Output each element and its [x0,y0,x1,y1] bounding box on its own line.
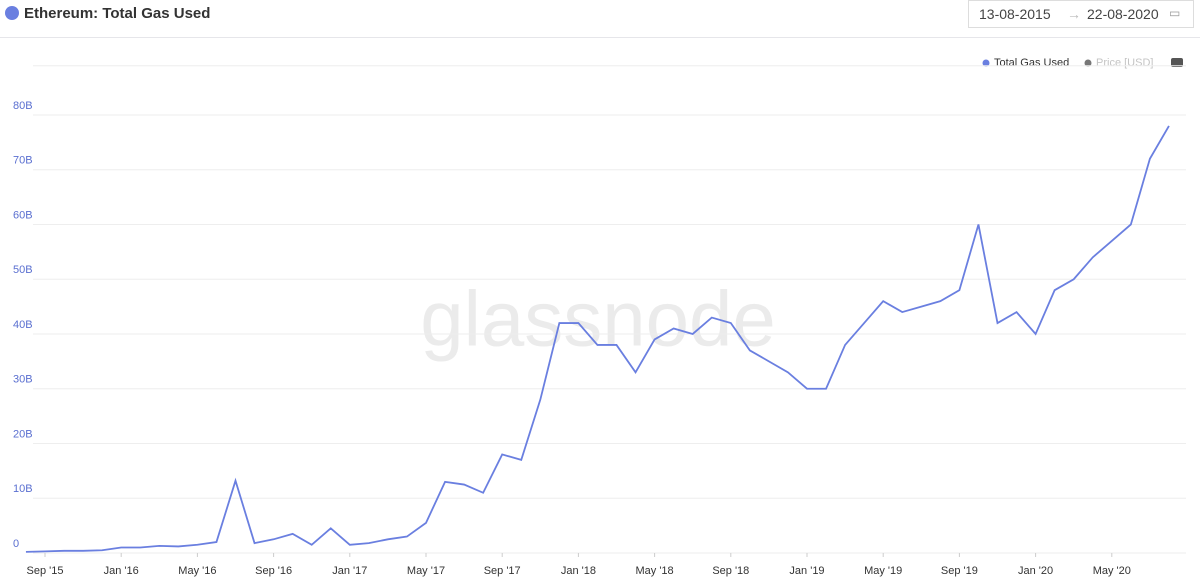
legend-label[interactable]: Total Gas Used [994,57,1069,69]
x-tick-label: Sep '17 [484,565,521,577]
eth-icon [5,6,19,20]
y-tick-label: 40B [13,319,33,331]
watermark: glassnode [420,275,776,363]
y-tick-label: 20B [13,428,33,440]
x-tick-label: Sep '16 [255,565,292,577]
x-tick-label: Jan '19 [789,565,824,577]
x-tick-label: Sep '15 [27,565,64,577]
date-from[interactable]: 13-08-2015 [979,6,1051,22]
y-tick-label: 10B [13,483,33,495]
legend-dot [982,59,990,67]
x-tick-label: Jan '20 [1018,565,1053,577]
y-tick-label: 60B [13,209,33,221]
x-tick-label: Jan '18 [561,565,596,577]
y-tick-label: 50B [13,264,33,276]
arrow: → [1067,6,1081,22]
y-tick-label: 80B [13,100,33,112]
y-tick-label: 0 [13,538,19,550]
date-to[interactable]: 22-08-2020 [1087,6,1159,22]
y-tick-label: 30B [13,374,33,386]
header: Ethereum: Total Gas Used 13-08-2015 → 22… [0,0,1200,38]
chart-title: Ethereum: Total Gas Used [24,5,211,22]
date-range[interactable]: 13-08-2015 → 22-08-2020 ▭ [968,0,1194,28]
x-tick-label: May '17 [407,565,445,577]
calendar-icon[interactable]: ▭ [1169,6,1181,20]
legend-dot-inactive [1084,59,1092,67]
x-tick-label: May '19 [864,565,902,577]
camera-icon[interactable] [1171,58,1183,67]
x-tick-label: Sep '19 [941,565,978,577]
x-tick-label: Jan '17 [332,565,367,577]
x-tick-label: May '18 [636,565,674,577]
y-tick-label: 70B [13,155,33,167]
x-tick-label: Jan '16 [104,565,139,577]
x-tick-label: May '20 [1093,565,1131,577]
data-line [25,125,1170,553]
x-tick-label: May '16 [178,565,216,577]
legend-label-inactive[interactable]: Price [USD] [1096,57,1153,69]
x-tick-label: Sep '18 [712,565,749,577]
